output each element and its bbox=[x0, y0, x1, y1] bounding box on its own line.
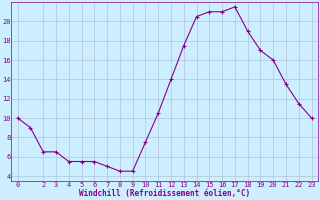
X-axis label: Windchill (Refroidissement éolien,°C): Windchill (Refroidissement éolien,°C) bbox=[79, 189, 250, 198]
